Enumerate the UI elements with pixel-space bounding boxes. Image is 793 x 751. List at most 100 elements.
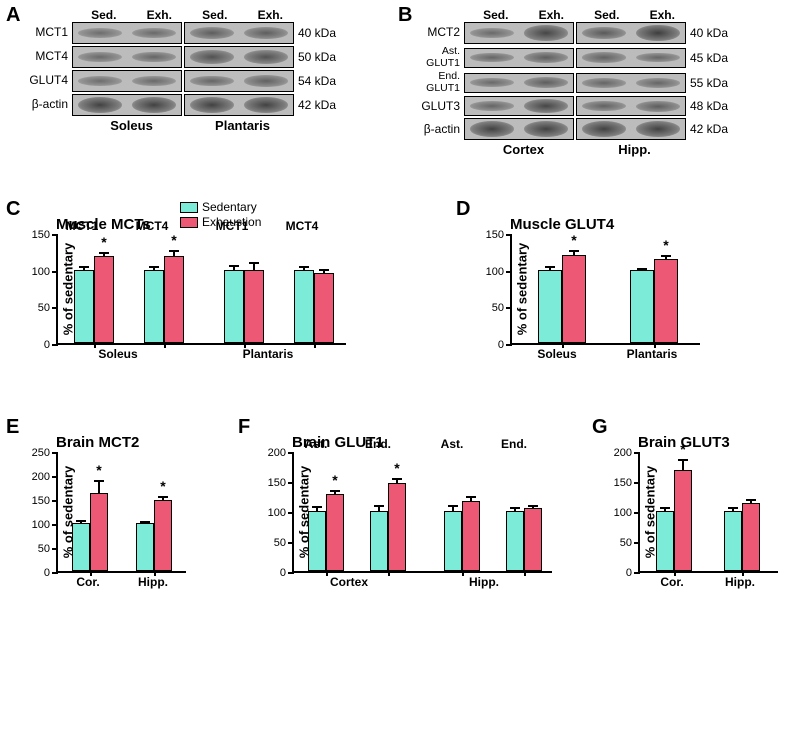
blot-lane [465, 49, 519, 67]
chart-bar [308, 511, 326, 571]
blot-row: β-actin 42 kDa [420, 118, 736, 140]
blot-lanes [464, 73, 686, 93]
chart-bar [724, 511, 742, 571]
chart-yticklabel: 250 [32, 447, 58, 459]
chart-sublabel: Ast. [422, 437, 482, 451]
chart-sublabel: End. [348, 437, 408, 451]
chart-bar [506, 511, 524, 571]
blot-row-label: β-actin [420, 123, 464, 136]
chart-significance-star: * [171, 232, 176, 248]
blot-lane [631, 74, 685, 92]
chart-errorbar [334, 490, 336, 495]
blot-lane [73, 95, 127, 115]
blot-band [636, 53, 679, 63]
blot-band [78, 28, 121, 38]
blot-row: MCT2 40 kDa [420, 22, 736, 44]
chart-bar [72, 523, 90, 571]
chart-bar: * [326, 494, 344, 571]
blot-row: Ast. GLUT145 kDa [420, 46, 736, 69]
panel-letter-g: G [592, 416, 608, 439]
blot-band [524, 77, 567, 88]
chart-bar [136, 523, 154, 571]
chart-bar [314, 273, 334, 343]
legend-sedentary: Sedentary [180, 200, 261, 214]
blot-lane [127, 71, 181, 91]
panel-a-blots: Sed.Exh.Sed.Exh.MCT140 kDaMCT450 kDaGLUT… [28, 8, 344, 133]
panel-f-chart: Brain GLUT1% of sedentary050100150200Ast… [292, 434, 552, 573]
chart-xlabel: Plantaris [607, 347, 697, 361]
chart-plot: % of sedentary050100150200Ast.End.Ast.En… [292, 453, 552, 573]
panel-letter-c: C [6, 198, 20, 221]
blot-lane [185, 47, 239, 67]
chart-xlabel: Hipp. [710, 575, 770, 589]
blot-header-label: Exh. [243, 8, 299, 22]
blot-box [576, 96, 686, 116]
panel-b-blots: Sed.Exh.Sed.Exh.MCT240 kDaAst. GLUT145 k… [420, 8, 736, 157]
blot-band [190, 76, 233, 87]
chart-yticklabel: 200 [614, 447, 640, 459]
blot-size-label: 42 kDa [686, 122, 736, 136]
blot-band [470, 121, 513, 137]
chart-errorbar [532, 505, 534, 509]
chart-errorbar [396, 478, 398, 484]
blot-lane [185, 23, 239, 43]
blot-row: GLUT454 kDa [28, 70, 344, 92]
blot-box [184, 46, 294, 68]
blot-lane [73, 47, 127, 67]
blot-header-label: Exh. [635, 8, 691, 22]
blot-band [636, 121, 679, 137]
blot-lanes [464, 48, 686, 68]
chart-xlabel: Cor. [647, 575, 697, 589]
blot-lane [127, 23, 181, 43]
blot-band [582, 52, 625, 62]
blot-size-label: 40 kDa [686, 26, 736, 40]
chart-errorbar [316, 506, 318, 512]
chart-bars: ** [58, 235, 346, 343]
chart-significance-star: * [680, 441, 685, 457]
chart-errorbar [732, 507, 734, 512]
chart-yticklabel: 0 [498, 339, 512, 351]
chart-xlabel: Cortex [294, 575, 404, 589]
chart-bars: * [640, 453, 778, 571]
chart-errorbar [573, 250, 575, 256]
chart-bar-group [724, 503, 760, 571]
chart-bar [294, 270, 314, 343]
panel-c-chart: Muscle MCTs% of sedentary050100150MCT1MC… [56, 216, 346, 345]
chart-bar [524, 508, 542, 571]
chart-errorbar [750, 499, 752, 504]
chart-xlabel: Hipp. [429, 575, 539, 589]
chart-xlabel: Hipp. [123, 575, 183, 589]
chart-bar [630, 270, 654, 343]
blot-row-label: End. GLUT1 [420, 71, 464, 94]
panel-d-chart: Muscle GLUT4% of sedentary050100150**Sol… [510, 216, 700, 345]
blot-band [524, 121, 567, 137]
blot-row-label: β-actin [28, 98, 72, 111]
chart-significance-star: * [663, 237, 668, 253]
chart-errorbar [682, 459, 684, 471]
chart-xlabel: Cor. [63, 575, 113, 589]
blot-lane [577, 23, 631, 43]
blot-lane [239, 95, 293, 115]
chart-bar [656, 511, 674, 571]
chart-errorbar [103, 252, 105, 258]
blot-lane [577, 49, 631, 67]
blot-lane [577, 97, 631, 115]
chart-yticklabel: 50 [38, 543, 58, 555]
blot-box [464, 22, 574, 44]
chart-yticklabel: 100 [32, 519, 58, 531]
chart-bar: * [90, 493, 108, 571]
chart-bar-group: * [308, 494, 344, 571]
blot-box [72, 22, 182, 44]
blot-box [72, 46, 182, 68]
blot-row-label: MCT2 [420, 26, 464, 39]
chart-errorbar [378, 505, 380, 512]
chart-yticklabel: 100 [486, 266, 512, 278]
chart-yticklabel: 150 [486, 229, 512, 241]
chart-significance-star: * [394, 460, 399, 476]
blot-header-label: Sed. [76, 8, 132, 22]
chart-errorbar [173, 250, 175, 257]
chart-yticklabel: 50 [620, 537, 640, 549]
blot-lane [185, 71, 239, 91]
blot-lane [631, 97, 685, 115]
blot-footer: CortexHipp. [468, 142, 690, 157]
